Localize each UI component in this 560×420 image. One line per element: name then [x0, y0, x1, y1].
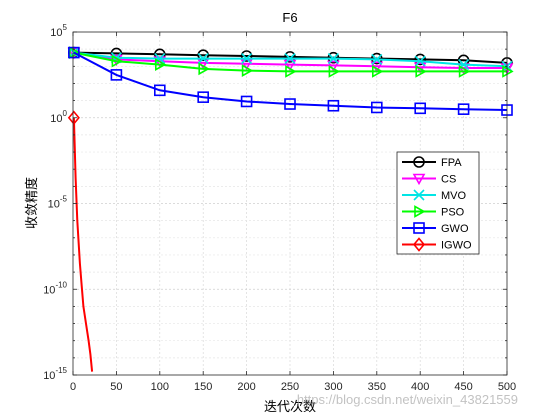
- marker-square: [284, 98, 296, 110]
- marker-square: [197, 91, 209, 103]
- marker-triangle-right: [69, 46, 81, 59]
- x-tick-label: 400: [411, 381, 429, 393]
- y-tick-exponent: -5: [60, 195, 68, 204]
- x-tick-label: 150: [194, 381, 212, 393]
- marker-square: [413, 222, 425, 234]
- y-tick-base: 10: [43, 284, 55, 296]
- y-tick-label: 105: [50, 23, 67, 39]
- marker-circle: [240, 50, 253, 62]
- x-tick-label: 100: [151, 381, 169, 393]
- marker-triangle-down: [412, 173, 426, 186]
- marker-square: [154, 84, 166, 97]
- legend-item-pso: PSO: [402, 205, 465, 219]
- marker-circle: [197, 49, 209, 61]
- series-layer: [67, 46, 514, 372]
- y-tick-exponent: -10: [55, 280, 67, 289]
- marker-x: [327, 53, 339, 65]
- y-tick-base: 10: [50, 113, 62, 125]
- x-tick-label: 500: [498, 381, 516, 393]
- marker-square: [414, 102, 427, 115]
- marker-triangle-right: [502, 65, 514, 78]
- watermark: https://blog.csdn.net/weixin_43821559: [297, 392, 518, 407]
- legend-label: IGWO: [441, 240, 472, 252]
- legend-item-cs: CS: [402, 174, 456, 186]
- marker-square: [240, 95, 253, 108]
- marker-x: [414, 55, 426, 67]
- x-tick-label: 300: [324, 381, 342, 393]
- x-tick-label: 350: [368, 381, 386, 393]
- y-tick-label: 100: [50, 109, 67, 125]
- series-line-igwo: [72, 117, 94, 372]
- legend-label: FPA: [441, 157, 462, 169]
- marker-circle: [413, 156, 425, 168]
- legend-item-fpa: FPA: [402, 156, 462, 169]
- marker-triangle-right: [414, 205, 426, 218]
- marker-square: [327, 99, 340, 112]
- legend-label: PSO: [441, 207, 465, 219]
- x-tick-label: 0: [70, 381, 76, 393]
- marker-square: [110, 69, 123, 81]
- y-axis-label: 收敛精度: [24, 177, 40, 229]
- marker-x: [197, 53, 209, 65]
- series-line-pso: [73, 51, 507, 73]
- marker-triangle-right: [198, 62, 210, 76]
- x-ticks: 0 50 100 150 200 250 300 350 400 450 500: [70, 32, 516, 393]
- x-axis-label: 迭代次数: [264, 399, 316, 415]
- x-tick-label: 450: [454, 381, 472, 393]
- marker-x: [371, 53, 383, 66]
- marker-diamond: [67, 110, 80, 125]
- y-tick-base: 10: [50, 27, 62, 39]
- legend-item-gwo: GWO: [402, 222, 469, 235]
- series-line-fpa: [73, 51, 508, 64]
- marker-x: [241, 53, 253, 65]
- series-pso: [69, 46, 514, 78]
- marker-triangle-right: [371, 65, 384, 78]
- y-tick-label: 10-10: [43, 280, 67, 296]
- y-tick-exponent: 0: [63, 109, 68, 118]
- series-mvo: [68, 47, 513, 72]
- marker-square: [370, 101, 383, 114]
- series-line-gwo: [73, 51, 508, 111]
- series-igwo: [67, 110, 94, 372]
- marker-x: [413, 189, 425, 201]
- legend-label: MVO: [441, 190, 467, 202]
- marker-triangle-right: [415, 65, 427, 78]
- marker-triangle-down: [283, 59, 297, 72]
- marker-triangle-right: [155, 58, 167, 71]
- marker-diamond: [412, 237, 426, 252]
- marker-x: [284, 53, 296, 65]
- series-line-cs: [73, 51, 507, 69]
- x-tick-label: 200: [237, 381, 255, 393]
- marker-square: [68, 46, 80, 59]
- marker-triangle-right: [328, 65, 341, 78]
- legend-box: [396, 151, 480, 255]
- series-gwo: [68, 46, 513, 116]
- legend-item-igwo: IGWO: [402, 237, 472, 252]
- marker-triangle-right: [111, 54, 124, 68]
- marker-triangle-right: [458, 65, 471, 78]
- x-tick-label: 250: [281, 381, 299, 393]
- x-tick-label: 50: [110, 381, 122, 393]
- marker-triangle-right: [241, 64, 254, 77]
- marker-circle: [414, 53, 427, 66]
- chart-title: F6: [282, 10, 297, 25]
- marker-triangle-down: [240, 58, 253, 71]
- y-tick-label: 10-5: [48, 195, 68, 211]
- y-tick-exponent: 5: [63, 23, 68, 32]
- marker-triangle-down: [327, 60, 340, 73]
- y-tick-base: 10: [48, 199, 60, 211]
- marker-triangle-right: [285, 65, 297, 78]
- y-tick-exponent: -15: [55, 366, 67, 375]
- legend: FPA CS MVO PSO GWO IGWO: [396, 151, 480, 255]
- legend-item-mvo: MVO: [402, 189, 467, 202]
- marker-circle: [284, 51, 296, 63]
- legend-label: GWO: [441, 223, 469, 235]
- y-tick-label: 10-15: [43, 366, 67, 382]
- legend-label: CS: [441, 174, 456, 186]
- y-tick-base: 10: [43, 370, 55, 382]
- marker-square: [457, 103, 470, 115]
